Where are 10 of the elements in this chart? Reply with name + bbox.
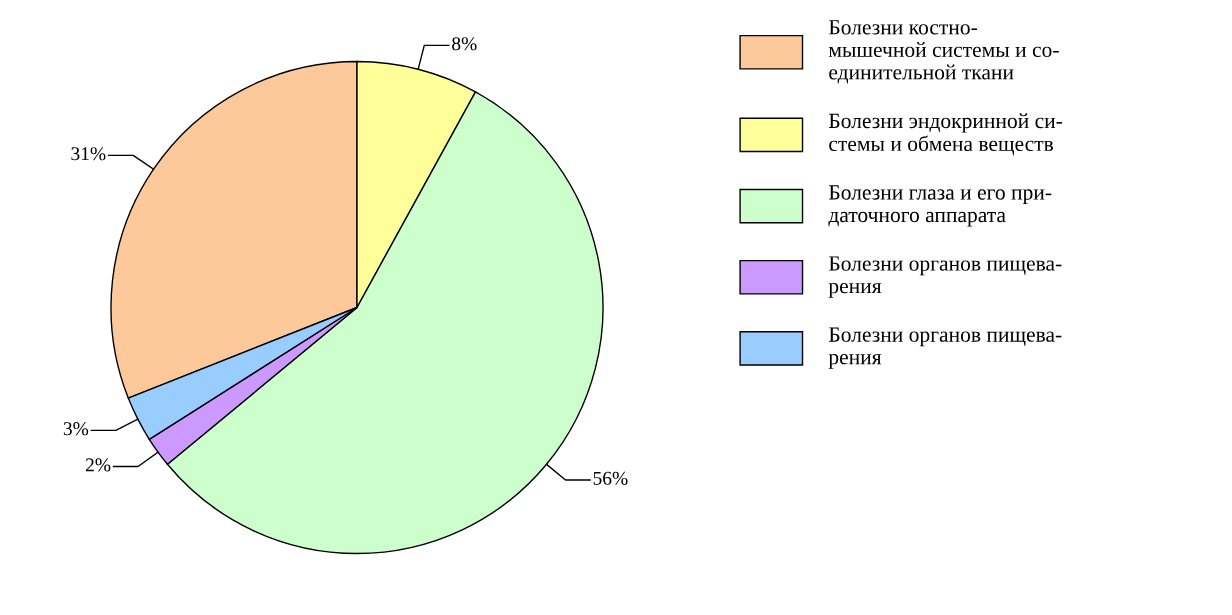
data-label: 3% [63, 422, 89, 436]
data-label: 56% [593, 471, 628, 485]
data-label: 31% [71, 147, 106, 161]
data-label: 2% [85, 458, 111, 472]
legend-label: Болезни эндокринной си- стемы и обмена веществ [828, 113, 1063, 156]
legend-label: Болезни органов пищева- рения [828, 327, 1062, 369]
legend-label: Болезни органов пищева- рения [828, 256, 1062, 298]
data-label: 8% [452, 37, 477, 51]
legend-label: Болезни костно- мышечной системы и со- единительной ткани [828, 20, 1059, 84]
legend-label: Болезни глаза и его при- даточного аппарата [828, 185, 1052, 227]
